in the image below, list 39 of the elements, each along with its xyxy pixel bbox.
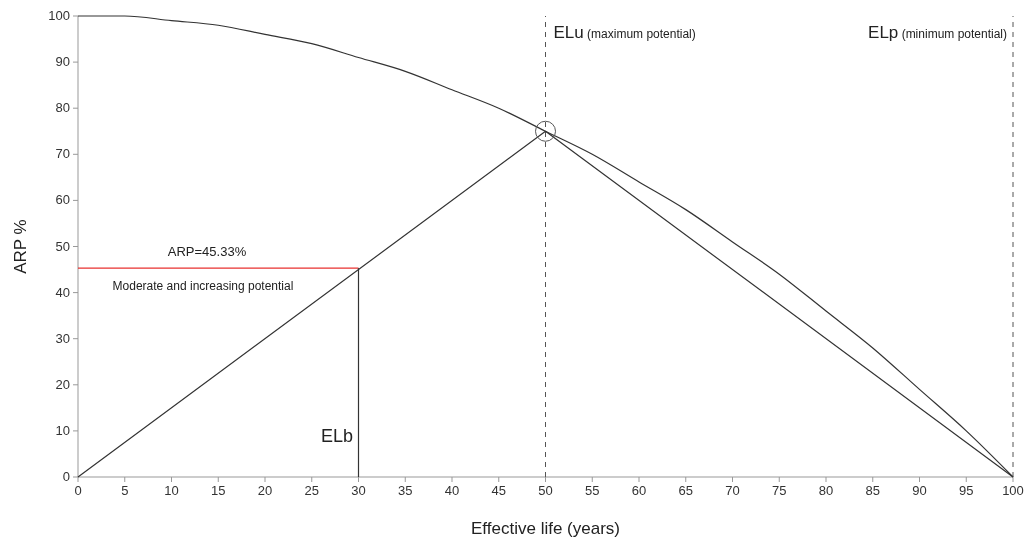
x-tick-label: 30 [351,483,366,498]
y-tick-label: 40 [55,284,70,300]
y-tick-label: 100 [48,8,70,23]
x-tick-label: 60 [631,483,647,498]
y-axis-title: ARP % [11,219,30,274]
y-tick-label: 50 [55,238,70,254]
x-tick-label: 70 [725,483,740,498]
x-tick-label: 55 [585,483,600,498]
x-tick-label: 35 [398,483,413,498]
x-tick-label: 75 [772,483,787,498]
x-tick-label: 65 [678,483,693,498]
x-tick-label: 5 [121,483,129,498]
x-tick-label: 50 [538,483,553,498]
y-tick-label: 80 [55,100,70,116]
annotation: ELb [320,425,354,446]
x-axis-title: Effective life (years) [471,519,620,538]
x-tick-label: 90 [912,483,927,498]
x-tick-label: 20 [257,483,273,498]
x-tick-label: 25 [304,483,319,498]
x-tick-label: 10 [164,483,179,498]
y-tick-label: 90 [55,54,70,70]
y-tick-label: 10 [55,422,70,438]
x-tick-label: 0 [74,483,82,498]
y-tick-label: 20 [55,376,70,392]
annotation: Moderate and increasing potential [112,279,294,294]
x-tick-label: 45 [491,483,506,498]
x-tick-label: 80 [818,483,834,498]
x-tick-label: 85 [865,483,880,498]
x-tick-label: 100 [1002,483,1024,498]
x-tick-label: 95 [959,483,974,498]
ref-line-label: ELu (maximum potential) [553,23,696,42]
y-tick-label: 70 [55,146,70,162]
y-tick-label: 60 [55,192,70,208]
ref-line-label: ELp (minimum potential) [868,23,1007,42]
x-tick-label: 40 [444,483,460,498]
y-tick-label: 0 [62,469,70,484]
y-tick-label: 30 [55,330,70,346]
x-tick-label: 15 [211,483,226,498]
annotation: ARP=45.33% [167,244,247,260]
